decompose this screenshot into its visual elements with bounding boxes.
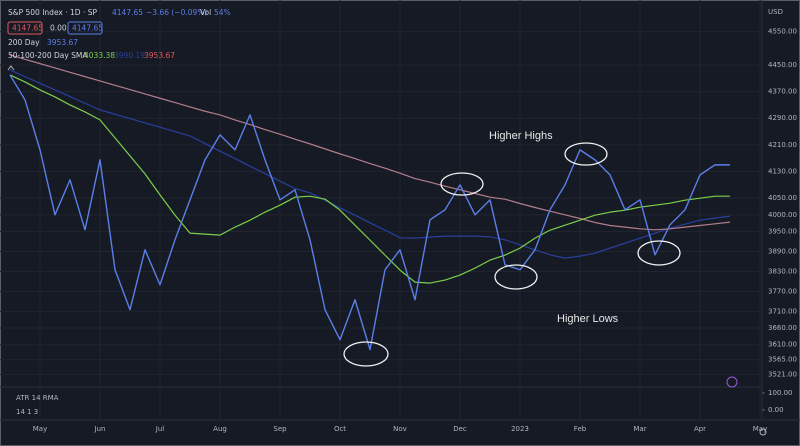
series-line bbox=[9, 69, 731, 259]
y-tick-label: 100.00 bbox=[768, 389, 793, 397]
series-line bbox=[9, 74, 730, 284]
x-tick-label: Mar bbox=[633, 425, 646, 433]
y-tick-label: 3950.00 bbox=[768, 227, 797, 235]
ask[interactable]: 4147.65 bbox=[72, 24, 103, 33]
bid-box[interactable] bbox=[7, 21, 43, 35]
last-price: 4147.65 bbox=[112, 8, 143, 17]
plot bbox=[9, 54, 731, 351]
vol-value: 54% bbox=[214, 8, 231, 17]
collapse-icon[interactable] bbox=[7, 65, 15, 71]
pane-label: ATR 14 RMA bbox=[16, 394, 59, 402]
ask-box[interactable] bbox=[67, 21, 103, 35]
vol-label: Vol bbox=[200, 8, 211, 17]
indicator-value: 3990.19 bbox=[114, 51, 145, 60]
x-tick-label: Aug bbox=[213, 425, 227, 433]
indicator-name: 200 Day bbox=[8, 38, 40, 47]
highlight-ellipse bbox=[494, 264, 538, 290]
y-tick-label: 3521.00 bbox=[768, 370, 797, 378]
y-tick-label: 3710.00 bbox=[768, 307, 797, 315]
y-tick-label: 0.00 bbox=[768, 406, 784, 414]
x-tick-label: Dec bbox=[453, 425, 467, 433]
currency: USD bbox=[768, 8, 783, 16]
x-tick-label: Nov bbox=[393, 425, 407, 433]
series-line bbox=[9, 54, 731, 231]
indicator-value: 4033.38 bbox=[84, 51, 115, 60]
highlight-ellipse bbox=[637, 240, 681, 266]
x-tick-label: Oct bbox=[334, 425, 346, 433]
indicator-value: 3953.67 bbox=[47, 38, 78, 47]
pane-label: 14 1 3 bbox=[16, 408, 38, 416]
x-tick-label: Feb bbox=[574, 425, 587, 433]
alert-icon[interactable] bbox=[726, 376, 738, 388]
x-tick-label: May bbox=[753, 425, 767, 433]
annotation: Higher Highs bbox=[489, 130, 553, 142]
y-tick-label: 4550.00 bbox=[768, 28, 797, 36]
change: −3.66 (−0.09%) bbox=[146, 8, 207, 17]
y-tick-label: 4050.00 bbox=[768, 194, 797, 202]
symbol: S&P 500 Index · 1D · SP bbox=[8, 8, 97, 17]
clock-icon[interactable] bbox=[759, 428, 767, 436]
indicator-value: 3953.67 bbox=[144, 51, 175, 60]
highlight-ellipse bbox=[564, 142, 608, 166]
spread: 0.00 bbox=[50, 24, 67, 33]
x-tick-label: Jul bbox=[155, 425, 165, 433]
annotation: Higher Lows bbox=[557, 313, 619, 325]
y-tick-label: 4000.00 bbox=[768, 211, 797, 219]
y-tick-label: 3830.00 bbox=[768, 267, 797, 275]
x-tick-label: May bbox=[33, 425, 47, 433]
y-tick-label: 3770.00 bbox=[768, 287, 797, 295]
x-tick-label: Sep bbox=[273, 425, 287, 433]
x-tick-label: 2023 bbox=[511, 425, 529, 433]
y-tick-label: 4370.00 bbox=[768, 88, 797, 96]
indicator-name: 50-100-200 Day SMA bbox=[8, 51, 88, 60]
x-tick-label: Apr bbox=[694, 425, 706, 433]
y-tick-label: 4290.00 bbox=[768, 114, 797, 122]
y-tick-label: 3610.00 bbox=[768, 341, 797, 349]
y-tick-label: 4450.00 bbox=[768, 61, 797, 69]
y-tick-label: 3565.00 bbox=[768, 356, 797, 364]
series-line bbox=[9, 74, 730, 351]
bid[interactable]: 4147.65 bbox=[12, 24, 43, 33]
y-tick-label: 3660.00 bbox=[768, 324, 797, 332]
highlight-ellipse bbox=[440, 172, 484, 196]
y-tick-label: 3890.00 bbox=[768, 247, 797, 255]
highlight-ellipse bbox=[343, 341, 389, 367]
y-tick-label: 4130.00 bbox=[768, 168, 797, 176]
x-tick-label: Jun bbox=[94, 425, 106, 433]
y-tick-label: 4210.00 bbox=[768, 141, 797, 149]
